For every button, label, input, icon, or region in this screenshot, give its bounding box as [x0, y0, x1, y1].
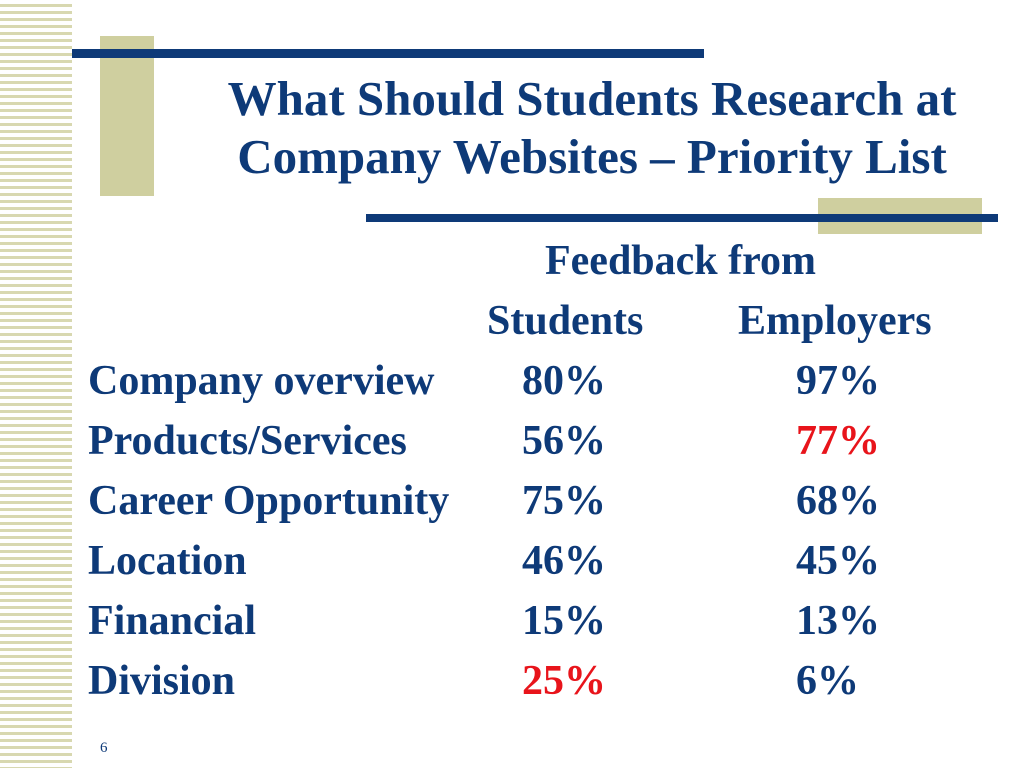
row-label-location: Location	[88, 538, 247, 584]
title-rule-bottom	[366, 214, 998, 222]
students-value-company-overview: 80%	[522, 358, 606, 404]
row-label-products-services: Products/Services	[88, 418, 407, 464]
employers-value-products-services-highlight: 77%	[796, 418, 880, 464]
employers-value-career-opportunity: 68%	[796, 478, 880, 524]
slide-title-line-1: What Should Students Research at	[227, 71, 957, 126]
column-header-students: Students	[487, 298, 644, 344]
employers-value-company-overview: 97%	[796, 358, 880, 404]
column-header-employers: Employers	[738, 298, 932, 344]
employers-value-financial: 13%	[796, 598, 880, 644]
students-value-division-highlight: 25%	[522, 658, 606, 704]
row-label-company-overview: Company overview	[88, 358, 435, 404]
decorative-block-left	[100, 36, 154, 196]
decorative-stripes	[0, 0, 72, 768]
feedback-heading: Feedback from	[545, 238, 817, 284]
employers-value-division: 6%	[796, 658, 859, 704]
slide-title-line-2: Company Websites – Priority List	[237, 129, 947, 184]
students-value-location: 46%	[522, 538, 606, 584]
slide-number: 6	[100, 740, 108, 756]
row-label-career-opportunity: Career Opportunity	[88, 478, 450, 524]
employers-value-location: 45%	[796, 538, 880, 584]
row-label-division: Division	[88, 658, 236, 704]
students-value-career-opportunity: 75%	[522, 478, 606, 524]
title-rule-top	[72, 49, 704, 58]
slide-title: What Should Students Research at Company…	[160, 70, 1024, 186]
row-label-financial: Financial	[88, 598, 257, 644]
students-value-products-services: 56%	[522, 418, 606, 464]
students-value-financial: 15%	[522, 598, 606, 644]
